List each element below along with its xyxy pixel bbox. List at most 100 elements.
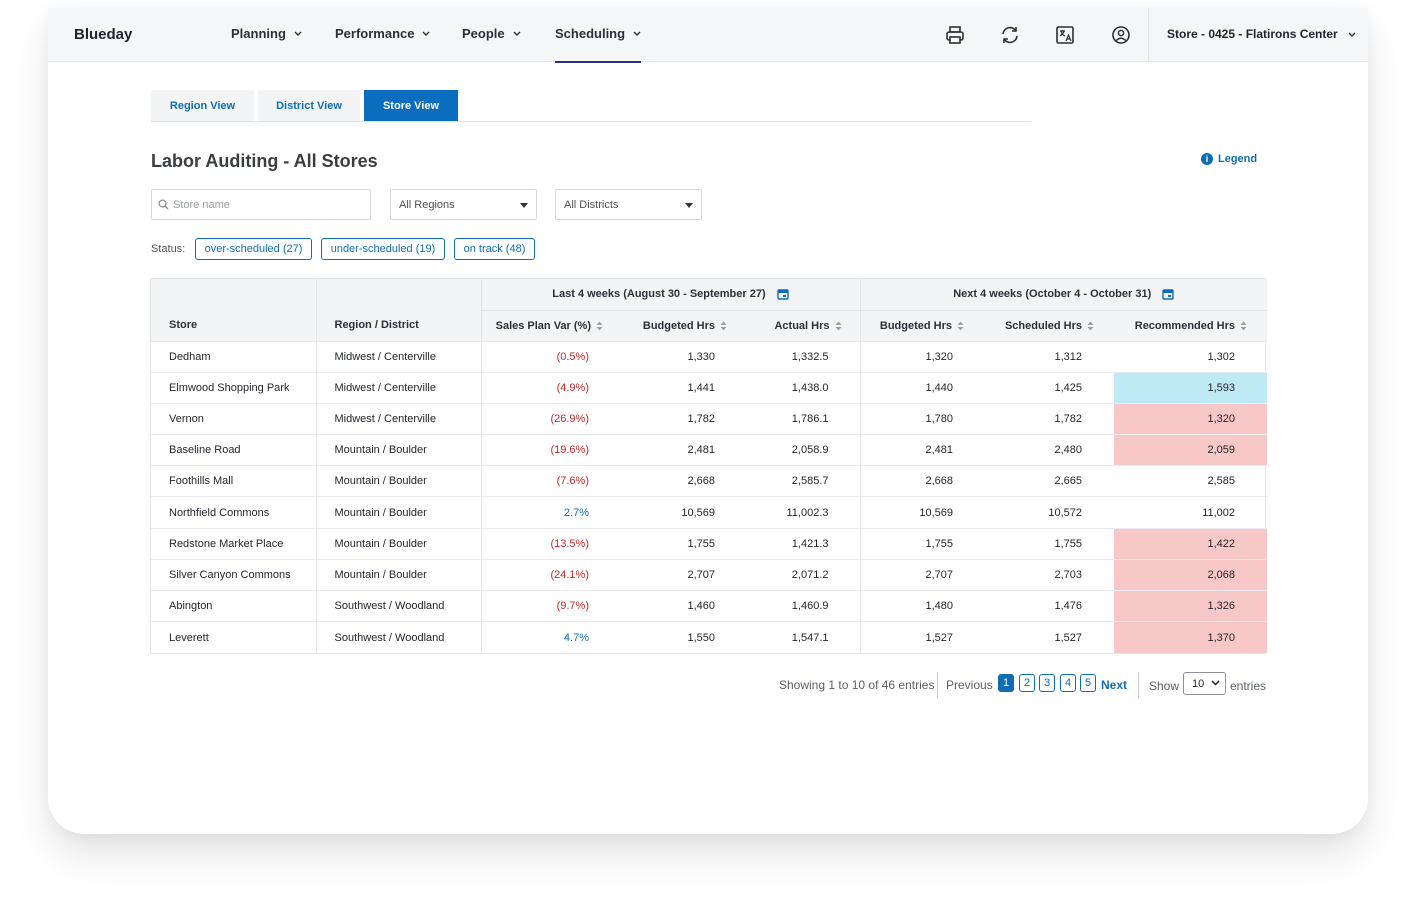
recommended-hrs-cell: 11,002	[1114, 496, 1268, 529]
group-header-last-4-weeks: Last 4 weeks (August 30 - September 27)	[480, 279, 860, 311]
table-row[interactable]: Leverett Southwest / Woodland 4.7% 1,550…	[151, 621, 1268, 653]
page-button-4[interactable]: 4	[1060, 674, 1076, 692]
column-header-label: Recommended Hrs	[1134, 319, 1236, 332]
recommended-hrs-cell: 1,422	[1114, 527, 1268, 560]
recommended-hrs-cell: 2,068	[1114, 558, 1268, 591]
store-selector-label: Store - 0425 - Flatirons Center	[1167, 27, 1338, 41]
scheduled-hrs-cell: 2,665	[976, 465, 1114, 497]
sales-var-cell: (26.9%)	[480, 402, 615, 435]
recommended-hrs-cell: 1,320	[1114, 402, 1268, 435]
column-header-label: Budgeted Hrs	[642, 319, 715, 332]
store-cell: Leverett	[151, 621, 316, 653]
recommended-hrs-cell: 1,302	[1114, 340, 1268, 373]
page-size-select[interactable]: 10	[1183, 672, 1226, 695]
caret-down-icon	[685, 203, 693, 208]
calendar-icon[interactable]	[777, 288, 789, 300]
table-row[interactable]: Vernon Midwest / Centerville (26.9%) 1,7…	[151, 402, 1268, 435]
column-header-sales-plan-var[interactable]: Sales Plan Var (%)	[480, 310, 615, 341]
scheduled-hrs-cell: 1,527	[976, 621, 1114, 653]
status-chip-over-scheduled[interactable]: over-scheduled (27)	[195, 238, 312, 260]
recommended-hrs-cell: 1,370	[1114, 621, 1268, 653]
calendar-icon[interactable]	[1162, 288, 1175, 300]
entries-info: Showing 1 to 10 of 46 entries	[779, 678, 935, 692]
table-row[interactable]: Elmwood Shopping Park Midwest / Centervi…	[151, 371, 1268, 404]
nav-performance[interactable]: Performance	[335, 26, 430, 41]
column-header-label: Store	[169, 318, 198, 331]
tab-district-view[interactable]: District View	[258, 90, 360, 121]
region-cell: Midwest / Centerville	[315, 340, 481, 373]
last-budgeted-cell: 1,330	[615, 340, 739, 373]
page-button-3[interactable]: 3	[1039, 674, 1055, 692]
store-cell: Elmwood Shopping Park	[151, 371, 316, 404]
brand-logo[interactable]: Blueday	[74, 26, 133, 43]
nav-label: People	[462, 26, 505, 41]
previous-page-button[interactable]: Previous	[946, 678, 993, 692]
store-cell: Foothills Mall	[151, 465, 316, 497]
sales-var-cell: (4.9%)	[480, 371, 615, 404]
next-budgeted-cell: 2,707	[859, 558, 976, 591]
printer-icon[interactable]	[944, 24, 966, 46]
tab-store-view[interactable]: Store View	[364, 90, 458, 121]
sort-icon	[720, 321, 727, 331]
sales-var-cell: 4.7%	[480, 621, 615, 653]
region-filter-dropdown[interactable]: All Regions	[390, 189, 537, 220]
store-selector[interactable]: Store - 0425 - Flatirons Center	[1167, 27, 1356, 41]
district-filter-dropdown[interactable]: All Districts	[555, 189, 702, 220]
store-search-input[interactable]	[173, 190, 363, 219]
sales-var-cell: (13.5%)	[480, 527, 615, 560]
actual-hrs-cell: 1,438.0	[739, 371, 860, 404]
column-header-label: Sales Plan Var (%)	[495, 319, 591, 332]
table-row[interactable]: Silver Canyon Commons Mountain / Boulder…	[151, 558, 1268, 591]
table-row[interactable]: Northfield Commons Mountain / Boulder 2.…	[151, 496, 1268, 529]
actual-hrs-cell: 11,002.3	[739, 496, 860, 529]
column-header-last-budgeted-hrs[interactable]: Budgeted Hrs	[615, 310, 739, 341]
show-label: Show	[1149, 679, 1180, 693]
actual-hrs-cell: 1,786.1	[739, 402, 860, 435]
next-budgeted-cell: 10,569	[859, 496, 976, 529]
recommended-hrs-cell: 2,585	[1114, 465, 1268, 497]
last-budgeted-cell: 1,755	[615, 527, 739, 560]
page-button-1[interactable]: 1	[998, 674, 1014, 692]
column-header-scheduled-hrs[interactable]: Scheduled Hrs	[976, 310, 1114, 341]
recommended-hrs-cell: 1,593	[1114, 371, 1268, 404]
column-header-recommended-hrs[interactable]: Recommended Hrs	[1114, 310, 1268, 341]
refresh-icon[interactable]	[999, 24, 1021, 46]
nav-scheduling[interactable]: Scheduling	[555, 26, 642, 63]
translate-icon[interactable]	[1054, 24, 1076, 46]
table-row[interactable]: Redstone Market Place Mountain / Boulder…	[151, 527, 1268, 560]
recommended-hrs-cell: 1,326	[1114, 589, 1268, 622]
top-navigation-bar: Blueday Planning Performance People Sche…	[48, 8, 1368, 63]
tab-region-view[interactable]: Region View	[151, 90, 254, 121]
page-button-5[interactable]: 5	[1080, 674, 1096, 692]
legend-link[interactable]: i Legend	[1201, 153, 1257, 165]
sales-var-cell: (0.5%)	[480, 340, 615, 373]
table-row[interactable]: Dedham Midwest / Centerville (0.5%) 1,33…	[151, 340, 1268, 373]
column-header-next-budgeted-hrs[interactable]: Budgeted Hrs	[859, 310, 976, 341]
group-header-label: Last 4 weeks (August 30 - September 27)	[552, 288, 766, 301]
scheduled-hrs-cell: 2,480	[976, 434, 1114, 466]
column-header-actual-hrs[interactable]: Actual Hrs	[739, 310, 860, 341]
table-footer: Showing 1 to 10 of 46 entries Previous 1…	[48, 670, 1368, 700]
page-button-2[interactable]: 2	[1019, 674, 1035, 692]
next-budgeted-cell: 1,440	[859, 371, 976, 404]
status-chip-under-scheduled[interactable]: under-scheduled (19)	[321, 238, 445, 260]
nav-label: Performance	[335, 26, 415, 41]
table-row[interactable]: Baseline Road Mountain / Boulder (19.6%)…	[151, 434, 1268, 466]
next-page-button[interactable]: Next	[1101, 678, 1128, 692]
status-chip-on-track[interactable]: on track (48)	[454, 238, 535, 260]
district-filter-value: All Districts	[564, 198, 619, 211]
table-row[interactable]: Abington Southwest / Woodland (9.7%) 1,4…	[151, 589, 1268, 622]
nav-people[interactable]: People	[462, 26, 521, 41]
legend-label: Legend	[1218, 153, 1258, 165]
table-row[interactable]: Foothills Mall Mountain / Boulder (7.6%)…	[151, 465, 1268, 497]
column-header-region[interactable]: Region / District	[315, 279, 481, 341]
nav-planning[interactable]: Planning	[231, 26, 302, 41]
last-budgeted-cell: 1,550	[615, 621, 739, 653]
next-budgeted-cell: 1,755	[859, 527, 976, 560]
store-search	[151, 189, 371, 220]
user-account-icon[interactable]	[1110, 24, 1132, 46]
chevron-down-icon	[294, 31, 302, 36]
column-header-store[interactable]: Store	[151, 279, 316, 341]
chevron-down-icon	[422, 31, 430, 36]
actual-hrs-cell: 2,058.9	[739, 434, 860, 466]
